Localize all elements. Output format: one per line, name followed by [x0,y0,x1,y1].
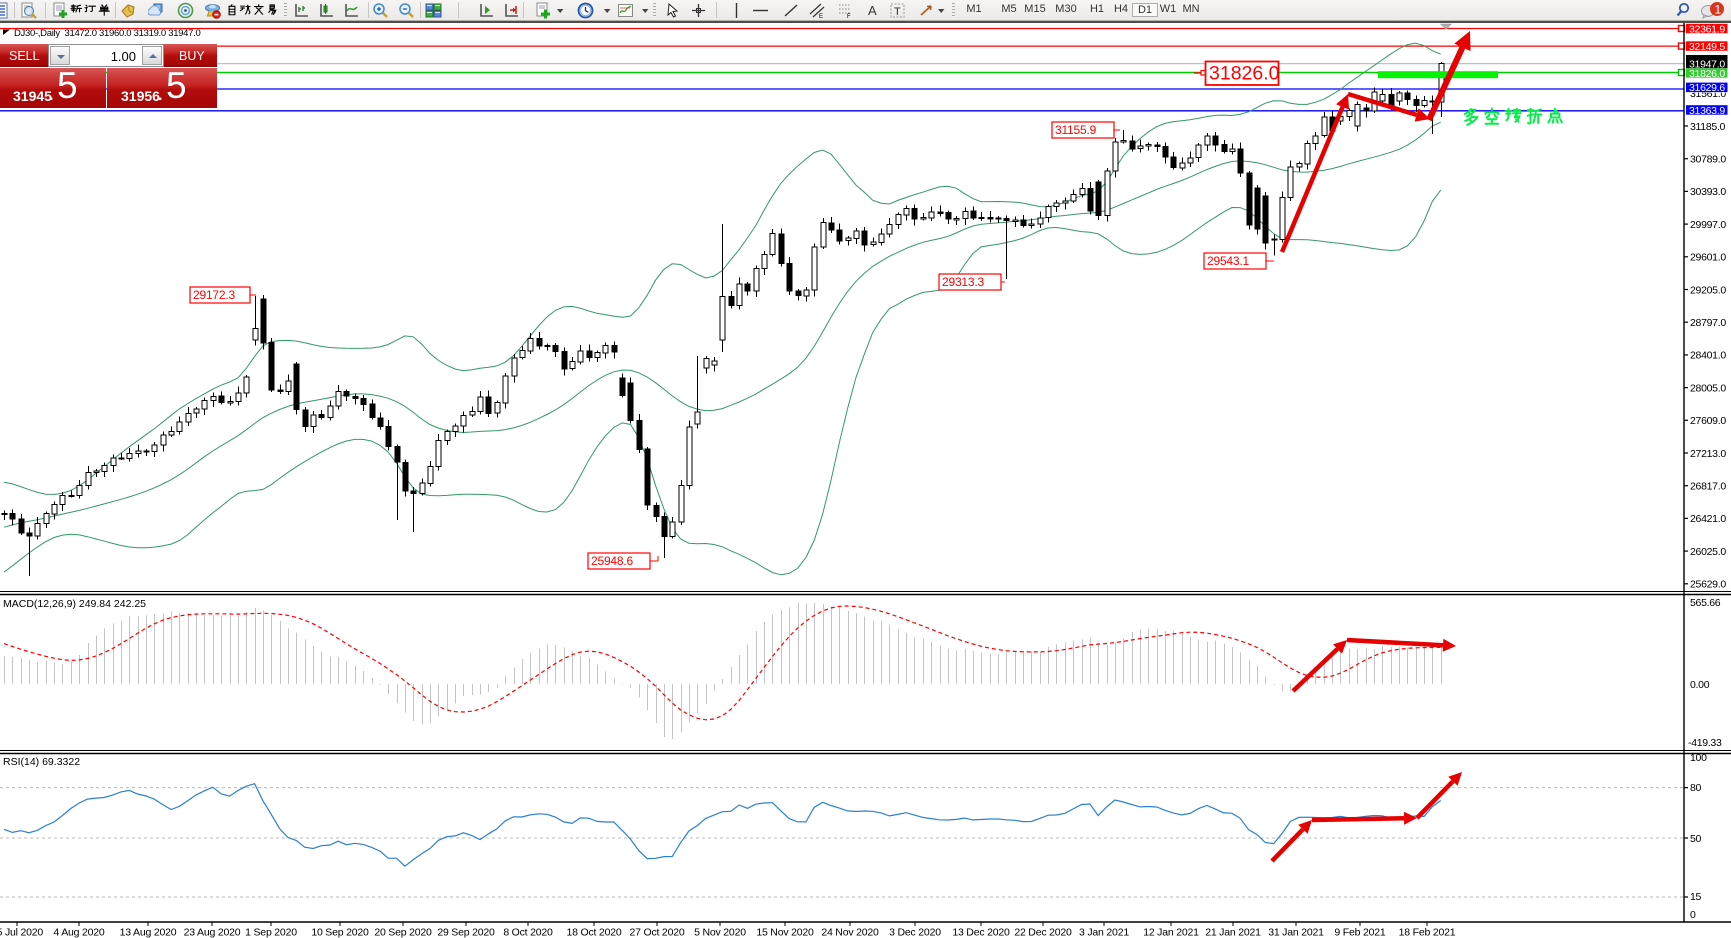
svg-text:29172.3: 29172.3 [193,288,236,302]
svg-text:21 Jan 2021: 21 Jan 2021 [1205,927,1261,938]
svg-text:31185.0: 31185.0 [1690,121,1726,133]
svg-text:A: A [868,3,877,18]
svg-text:565.66: 565.66 [1690,597,1721,609]
svg-text:15 Nov 2020: 15 Nov 2020 [756,927,814,938]
svg-text:31363.9: 31363.9 [1689,105,1725,117]
svg-text:13 Aug 2020: 13 Aug 2020 [120,927,177,938]
svg-text:32149.5: 32149.5 [1689,41,1725,53]
svg-text:RSI(14) 69.3322: RSI(14) 69.3322 [3,756,80,768]
svg-text:1: 1 [1715,3,1722,17]
svg-text:18 Feb 2021: 18 Feb 2021 [1399,927,1456,938]
svg-text:25629.0: 25629.0 [1690,579,1726,591]
svg-text:T: T [894,6,901,18]
svg-text:29205.0: 29205.0 [1690,284,1726,296]
svg-text:0: 0 [1690,909,1696,921]
svg-text:80: 80 [1690,782,1702,794]
svg-text:12 Jan 2021: 12 Jan 2021 [1143,927,1199,938]
svg-text:27213.0: 27213.0 [1690,448,1726,460]
svg-text:25 Jul 2020: 25 Jul 2020 [0,927,43,938]
svg-text:3 Dec 2020: 3 Dec 2020 [889,927,941,938]
svg-text:28005.0: 28005.0 [1690,382,1726,394]
svg-text:31947.0: 31947.0 [1689,58,1725,70]
svg-text:26421.0: 26421.0 [1690,513,1726,525]
svg-text:24 Nov 2020: 24 Nov 2020 [821,927,879,938]
svg-text:E: E [819,14,823,19]
svg-text:5 Nov 2020: 5 Nov 2020 [694,927,746,938]
svg-text:27 Oct 2020: 27 Oct 2020 [629,927,684,938]
svg-text:20 Sep 2020: 20 Sep 2020 [374,927,432,938]
svg-text:30789.0: 30789.0 [1690,154,1726,166]
svg-text:29313.3: 29313.3 [942,275,985,289]
svg-text:31155.9: 31155.9 [1055,123,1097,137]
svg-text:31561.0: 31561.0 [1690,88,1726,100]
svg-text:DJ30-,Daily 31472.0 31960.0 3: DJ30-,Daily 31472.0 31960.0 31319.0 3194… [14,28,200,39]
svg-text:28797.0: 28797.0 [1690,317,1726,329]
svg-text:32361.9: 32361.9 [1689,23,1725,35]
svg-text:8 Oct 2020: 8 Oct 2020 [503,927,553,938]
svg-text:26025.0: 26025.0 [1690,546,1726,558]
svg-text:29 Sep 2020: 29 Sep 2020 [437,927,495,938]
svg-text:25948.6: 25948.6 [591,554,634,568]
svg-text:F: F [847,14,851,19]
svg-text:30393.0: 30393.0 [1690,186,1726,198]
svg-text:13 Dec 2020: 13 Dec 2020 [952,927,1010,938]
svg-text:9 Feb 2021: 9 Feb 2021 [1334,927,1385,938]
svg-text:50: 50 [1690,833,1702,845]
svg-text:22 Dec 2020: 22 Dec 2020 [1014,927,1072,938]
svg-text:1 Sep 2020: 1 Sep 2020 [245,927,297,938]
svg-text:31826.0: 31826.0 [1689,68,1725,80]
svg-text:31 Jan 2021: 31 Jan 2021 [1268,927,1324,938]
svg-text:-419.33: -419.33 [1688,737,1722,749]
svg-text:29601.0: 29601.0 [1690,252,1726,264]
svg-text:26817.0: 26817.0 [1690,481,1726,493]
svg-text:29997.0: 29997.0 [1690,219,1726,231]
svg-text:4 Aug 2020: 4 Aug 2020 [53,927,104,938]
svg-text:18 Oct 2020: 18 Oct 2020 [566,927,621,938]
svg-text:15: 15 [1690,891,1702,903]
svg-text:27609.0: 27609.0 [1690,415,1726,427]
svg-text:23 Aug 2020: 23 Aug 2020 [184,927,241,938]
svg-text:3 Jan 2021: 3 Jan 2021 [1079,927,1129,938]
svg-text:100: 100 [1690,752,1707,764]
svg-text:MACD(12,26,9) 249.84 242.25: MACD(12,26,9) 249.84 242.25 [3,598,146,610]
svg-text:31826.0: 31826.0 [1209,63,1280,85]
svg-text:29543.1: 29543.1 [1207,254,1250,268]
svg-text:0.00: 0.00 [1690,679,1710,691]
svg-text:10 Sep 2020: 10 Sep 2020 [311,927,369,938]
svg-text:28401.0: 28401.0 [1690,350,1726,362]
svg-text:31629.6: 31629.6 [1689,82,1725,94]
